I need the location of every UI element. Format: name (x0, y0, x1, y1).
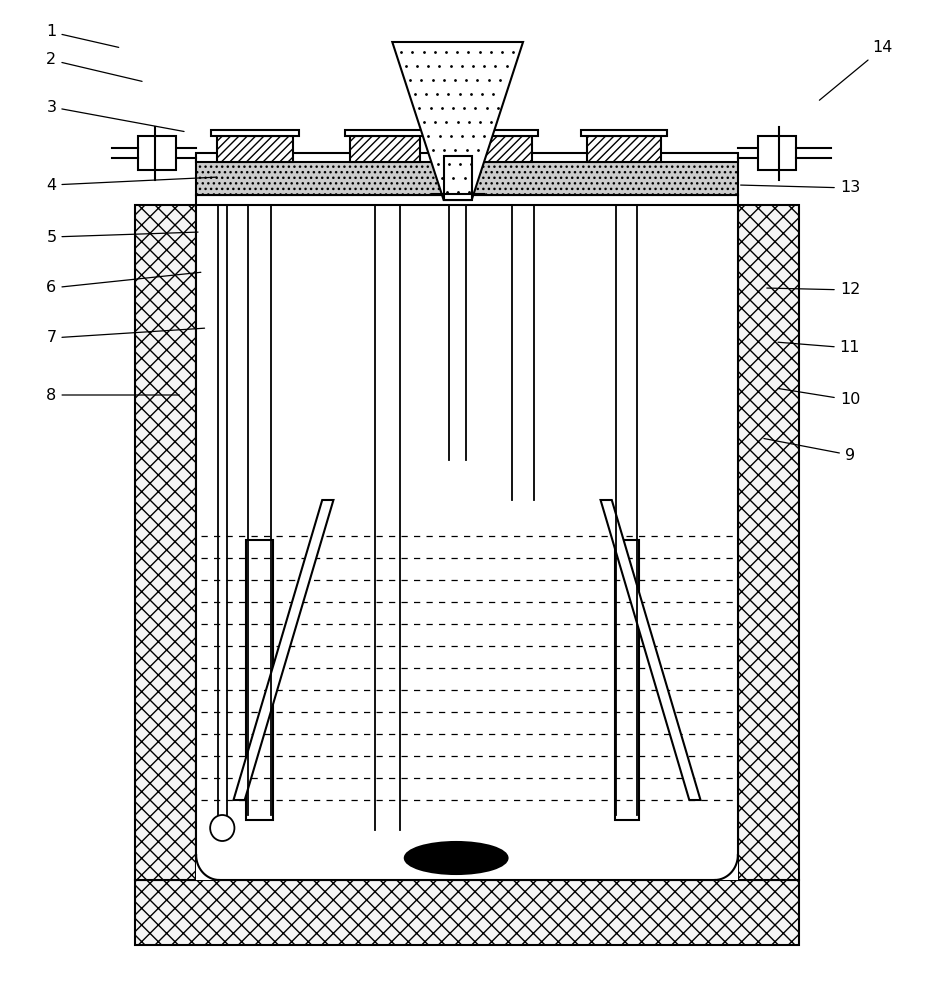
Text: 4: 4 (47, 177, 217, 192)
Bar (581, 130, 667, 136)
Bar (345, 130, 426, 136)
Text: 10: 10 (778, 388, 860, 408)
Text: 9: 9 (764, 439, 855, 462)
Bar (587, 136, 661, 161)
Bar (196, 161, 738, 195)
Polygon shape (246, 540, 273, 820)
Bar (758, 136, 796, 169)
Bar (457, 130, 538, 136)
Bar (196, 205, 738, 880)
Ellipse shape (404, 842, 507, 874)
Text: 7: 7 (47, 328, 205, 346)
Bar (738, 205, 799, 880)
Bar (217, 136, 293, 161)
Polygon shape (392, 42, 523, 200)
Text: 12: 12 (767, 282, 860, 298)
Polygon shape (615, 540, 639, 820)
Bar (138, 136, 176, 169)
Text: 13: 13 (741, 180, 860, 196)
Text: 14: 14 (819, 40, 893, 100)
Bar (462, 136, 532, 161)
Bar (135, 205, 196, 880)
Bar (350, 136, 420, 161)
Bar (211, 130, 299, 136)
Text: 6: 6 (47, 272, 201, 296)
Circle shape (210, 815, 234, 841)
Bar (444, 156, 472, 200)
Text: 8: 8 (47, 387, 179, 402)
Text: 2: 2 (47, 52, 142, 81)
Text: 5: 5 (47, 230, 198, 244)
Text: 1: 1 (47, 24, 119, 47)
Bar (196, 195, 738, 205)
Bar (196, 152, 738, 161)
Polygon shape (601, 500, 700, 800)
Text: 3: 3 (47, 100, 184, 131)
Bar (135, 880, 799, 945)
Text: 11: 11 (778, 340, 860, 356)
Polygon shape (234, 500, 333, 800)
